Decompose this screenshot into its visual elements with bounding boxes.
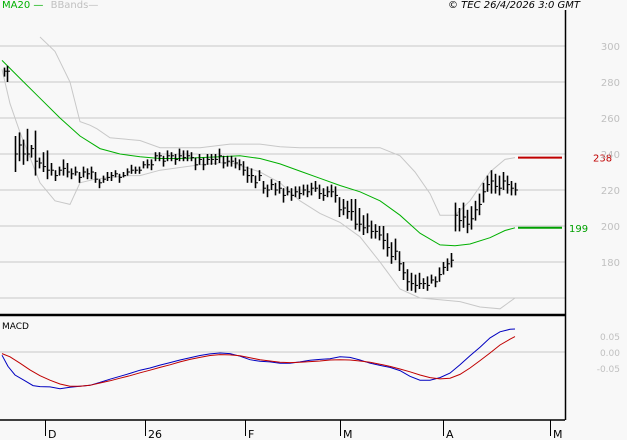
- resistance-level-label: 238: [593, 154, 612, 165]
- support-level-label: 199: [569, 224, 588, 235]
- ma20-line: [1, 60, 516, 247]
- legend: MA20 — BBands—: [2, 0, 98, 11]
- bband-line: [1, 69, 516, 310]
- x-tick-label: 26: [148, 428, 162, 440]
- macd-axis-labels: 0.05 0.00 -0.05: [597, 333, 621, 375]
- legend-ma20: MA20: [2, 0, 31, 11]
- x-tick-label: F: [248, 428, 254, 440]
- x-tick-label: M: [343, 428, 353, 440]
- price-bars: [3, 65, 518, 293]
- x-tick-label: D: [48, 428, 56, 440]
- price-axis-labels: 300 280 260 240 220 200 180: [601, 42, 620, 269]
- price-tick-label: 220: [601, 186, 620, 197]
- macd-tick-label: 0.00: [600, 349, 620, 359]
- price-tick-label: 240: [601, 150, 620, 161]
- signal-line: [1, 336, 516, 387]
- x-tick-label: M: [553, 428, 563, 440]
- price-gridlines: [0, 45, 565, 299]
- price-tick-label: 280: [601, 78, 620, 89]
- price-tick-label: 200: [601, 222, 620, 233]
- legend-bbands-swatch: —: [88, 0, 99, 11]
- support-resistance-levels: 238 199: [518, 154, 612, 235]
- macd-tick-label: 0.05: [600, 333, 620, 343]
- price-tick-label: 300: [601, 42, 620, 53]
- macd-tick-label: -0.05: [597, 365, 620, 375]
- legend-bbands: BBands: [50, 0, 89, 11]
- bband-line: [39, 36, 516, 216]
- chart-frame: [0, 10, 567, 421]
- price-tick-label: 260: [601, 114, 620, 125]
- macd-panel-title: MACD: [2, 322, 29, 332]
- macd-lines: [1, 328, 516, 390]
- price-tick-label: 180: [601, 258, 620, 269]
- ma20-line: [1, 60, 516, 247]
- time-axis: D 26 F M A M: [45, 420, 563, 440]
- legend-ma20-swatch: —: [33, 0, 44, 11]
- copyright-timestamp: © TEC 26/4/2026 3:0 GMT: [448, 0, 580, 11]
- bollinger-bands: [1, 36, 516, 310]
- x-tick-label: A: [446, 428, 454, 440]
